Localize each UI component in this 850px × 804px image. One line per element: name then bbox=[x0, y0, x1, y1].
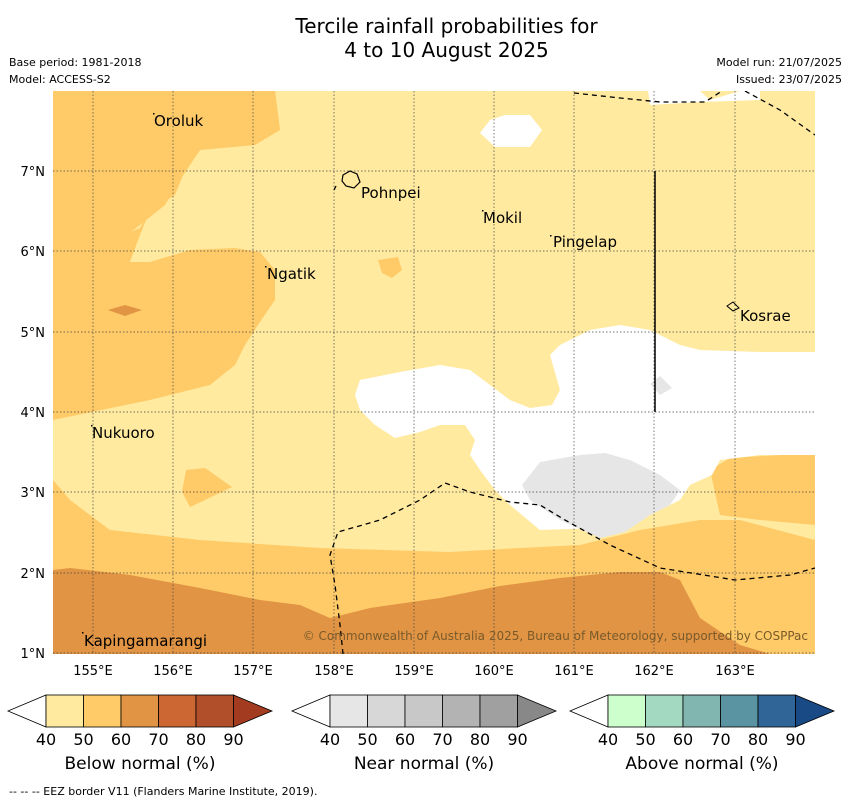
field-near-40 bbox=[522, 453, 680, 538]
cb-tick: 80 bbox=[748, 730, 768, 749]
cb-tick: 80 bbox=[186, 730, 206, 749]
x-tick: 156°E bbox=[153, 664, 193, 679]
x-tick: 160°E bbox=[474, 664, 514, 679]
x-tick: 157°E bbox=[233, 664, 273, 679]
x-tick: 158°E bbox=[314, 664, 354, 679]
y-tick: 3°N bbox=[21, 486, 46, 501]
colorbar-above bbox=[568, 694, 836, 728]
place-label: Pohnpei bbox=[361, 184, 421, 202]
colorbar-below-label: Below normal (%) bbox=[64, 754, 216, 774]
cb-tick: 40 bbox=[598, 730, 618, 749]
title-line-2: 4 to 10 August 2025 bbox=[344, 38, 549, 62]
meta-left: Base period: 1981-2018 Model: ACCESS-S2 bbox=[9, 54, 141, 88]
probability-fields bbox=[53, 91, 815, 654]
eez-borders bbox=[329, 91, 815, 654]
field-none-north bbox=[480, 115, 542, 147]
place-label: Nukuoro bbox=[92, 424, 155, 442]
y-tick: 6°N bbox=[21, 245, 46, 260]
cb-tick: 90 bbox=[223, 730, 243, 749]
title-line-1: Tercile rainfall probabilities for bbox=[295, 14, 598, 38]
cb-tick: 50 bbox=[635, 730, 655, 749]
model-name: Model: ACCESS-S2 bbox=[9, 73, 111, 86]
place-label: Oroluk bbox=[154, 112, 203, 130]
cb-tick: 80 bbox=[470, 730, 490, 749]
colorbar-near bbox=[290, 694, 558, 728]
colorbars: 40 50 60 70 80 90 40 50 60 70 80 90 40 5… bbox=[6, 694, 836, 749]
field-below-60-south bbox=[53, 568, 770, 654]
colorbar-above-label: Above normal (%) bbox=[625, 754, 779, 774]
field-below-50-east bbox=[710, 453, 815, 525]
y-tick: 2°N bbox=[21, 567, 46, 582]
y-tick: 5°N bbox=[21, 326, 46, 341]
x-axis-labels: 155°E 156°E 157°E 158°E 159°E 160°E 161°… bbox=[73, 664, 755, 679]
cb-tick: 60 bbox=[673, 730, 693, 749]
y-tick: 4°N bbox=[21, 406, 46, 421]
colorbar-near-label: Near normal (%) bbox=[353, 754, 495, 774]
y-tick: 7°N bbox=[21, 165, 46, 180]
x-tick: 162°E bbox=[634, 664, 674, 679]
cb-tick: 90 bbox=[507, 730, 527, 749]
copyright-text: © Commonwealth of Australia 2025, Bureau… bbox=[303, 629, 808, 643]
y-axis-labels: 7°N 6°N 5°N 4°N 3°N 2°N 1°N bbox=[21, 165, 46, 662]
colorbar-below bbox=[6, 694, 274, 728]
rainfall-map: Oroluk Pohnpei Mokil Pingelap Ngatik Kos… bbox=[21, 91, 815, 679]
cb-tick: 60 bbox=[111, 730, 131, 749]
issued-date: Issued: 23/07/2025 bbox=[735, 73, 842, 86]
y-tick: 1°N bbox=[21, 647, 46, 662]
field-below-50-west bbox=[53, 91, 280, 420]
x-tick: 163°E bbox=[715, 664, 755, 679]
model-run: Model run: 21/07/2025 bbox=[716, 56, 842, 69]
place-label: Kapingamarangi bbox=[84, 632, 207, 650]
eez-footnote: -- -- -- EEZ border V11 (Flanders Marine… bbox=[9, 785, 318, 798]
field-below-50-blob1 bbox=[378, 257, 402, 278]
cb-tick: 70 bbox=[710, 730, 730, 749]
cb-tick: 90 bbox=[785, 730, 805, 749]
place-label: Ngatik bbox=[267, 265, 316, 283]
cb-tick: 70 bbox=[432, 730, 452, 749]
x-tick: 155°E bbox=[73, 664, 113, 679]
field-below-50-nw bbox=[53, 91, 130, 150]
cb-tick: 70 bbox=[148, 730, 168, 749]
x-tick: 159°E bbox=[394, 664, 434, 679]
cb-tick: 40 bbox=[36, 730, 56, 749]
colorbar-ticks: 40 50 60 70 80 90 40 50 60 70 80 90 40 5… bbox=[36, 730, 806, 749]
cb-tick: 40 bbox=[320, 730, 340, 749]
base-period: Base period: 1981-2018 bbox=[9, 56, 142, 69]
kosrae-island bbox=[726, 301, 740, 312]
field-none-center bbox=[355, 325, 815, 530]
cb-tick: 50 bbox=[357, 730, 377, 749]
place-label: Mokil bbox=[483, 209, 522, 227]
meta-right: Model run: 21/07/2025 Issued: 23/07/2025 bbox=[716, 54, 842, 88]
map-title: Tercile rainfall probabilities for 4 to … bbox=[0, 14, 850, 62]
place-label: Kosrae bbox=[740, 307, 791, 325]
field-below-60-blob bbox=[108, 305, 142, 316]
cb-tick: 60 bbox=[395, 730, 415, 749]
field-below-50-blob2 bbox=[182, 468, 232, 507]
island-markers bbox=[82, 113, 552, 634]
place-labels: Oroluk Pohnpei Mokil Pingelap Ngatik Kos… bbox=[84, 112, 791, 650]
cb-tick: 50 bbox=[73, 730, 93, 749]
x-tick: 161°E bbox=[554, 664, 594, 679]
place-label: Pingelap bbox=[553, 233, 617, 251]
pohnpei-island bbox=[341, 170, 361, 189]
